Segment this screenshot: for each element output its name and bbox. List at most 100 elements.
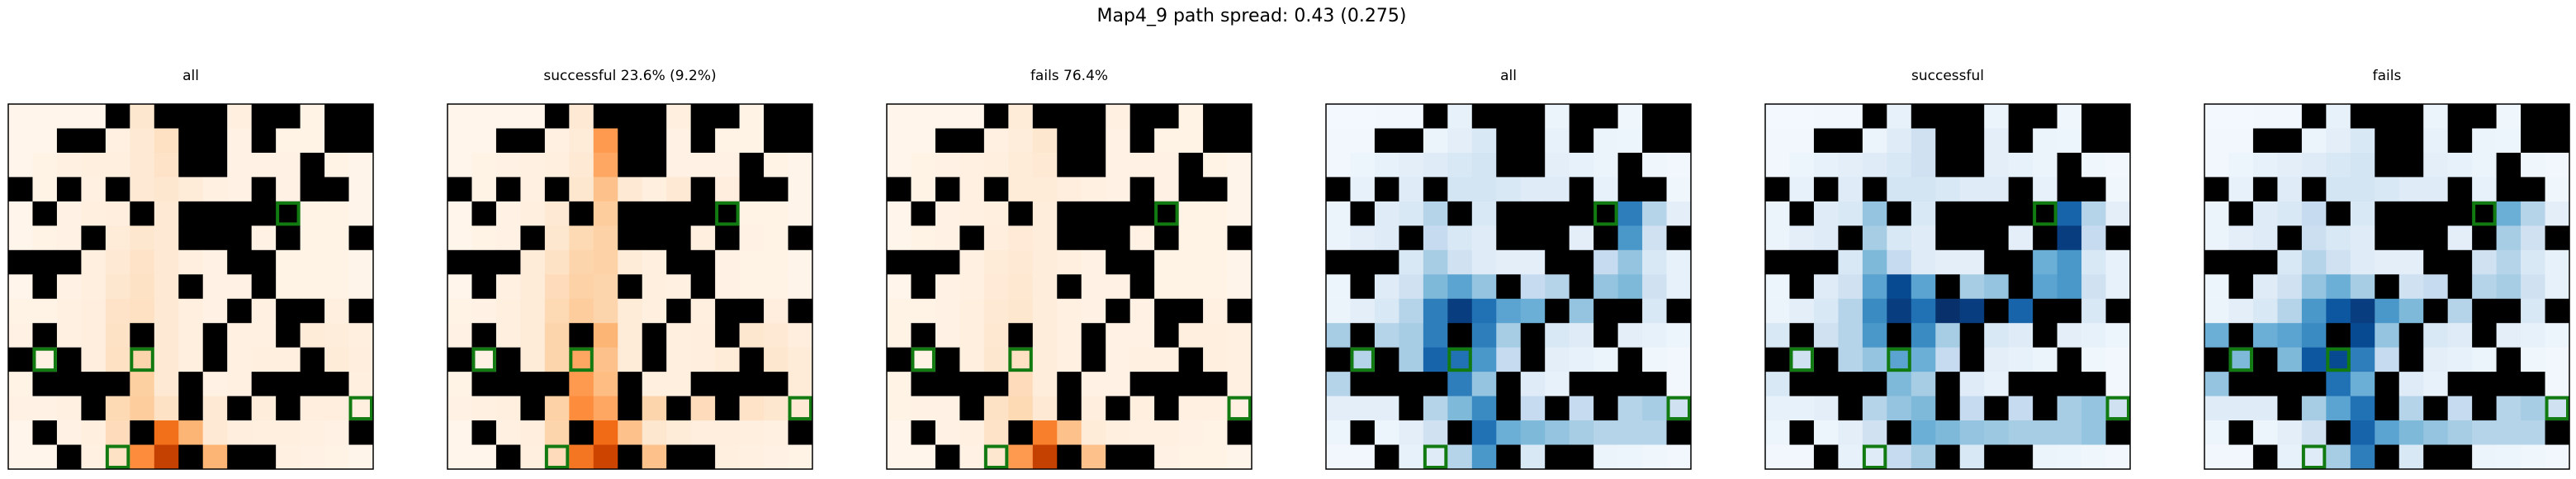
heat-cell <box>2447 225 2473 251</box>
heat-cell <box>1569 323 1594 349</box>
heat-cell <box>447 323 472 349</box>
heat-cell <box>2033 347 2057 372</box>
wall-cell <box>1642 372 1667 396</box>
wall-cell <box>1471 104 1497 129</box>
heat-cell <box>471 104 497 129</box>
heat-cell <box>2350 128 2375 154</box>
heat-cell <box>32 347 58 372</box>
goal-marker <box>1154 201 1179 226</box>
heat-cell <box>1447 298 1473 324</box>
wall-cell <box>1838 128 1863 154</box>
heat-cell <box>983 128 1009 154</box>
wall-cell <box>2057 177 2082 202</box>
heat-cell <box>1350 225 1376 251</box>
heat-cell <box>2204 225 2229 251</box>
heat-cell <box>471 152 497 178</box>
heat-cell <box>2423 128 2449 154</box>
heat-cell <box>2423 372 2449 396</box>
heat-cell <box>2496 323 2522 349</box>
heat-cell <box>2472 128 2497 154</box>
wall-cell <box>1935 274 1961 300</box>
heat-cell <box>276 347 301 372</box>
heat-cell <box>324 420 349 445</box>
heat-cell <box>2447 298 2473 324</box>
wall-cell <box>2375 274 2400 300</box>
heat-cell <box>1350 347 1376 372</box>
heat-cell <box>32 177 58 202</box>
heat-cell <box>300 274 325 300</box>
wall-cell <box>1154 372 1179 396</box>
heat-cell <box>202 177 228 202</box>
heat-cell <box>202 372 228 396</box>
heat-cell <box>202 298 228 324</box>
wall-cell <box>1496 128 1522 154</box>
wall-cell <box>1081 201 1106 226</box>
wall-cell <box>593 104 618 129</box>
heatmap-panel-3: fails 76.4% <box>886 68 1252 470</box>
heat-cell <box>1789 347 1815 372</box>
heat-cell <box>739 420 765 445</box>
heat-cell <box>983 420 1009 445</box>
wall-cell <box>56 128 82 154</box>
heat-cell <box>348 372 374 396</box>
heat-cell <box>2081 396 2106 421</box>
heat-cell <box>495 323 521 349</box>
heat-cell <box>2496 420 2522 445</box>
heat-cell <box>2350 249 2375 275</box>
heat-cell <box>593 420 618 445</box>
heat-cell <box>2301 152 2327 178</box>
heat-cell <box>2252 298 2278 324</box>
heat-cell <box>1032 347 1058 372</box>
heat-cell <box>2398 372 2424 396</box>
wall-cell <box>2423 201 2449 226</box>
wall-cell <box>1081 323 1106 349</box>
heat-cell <box>130 298 155 324</box>
heat-cell <box>1789 104 1815 129</box>
heat-cell <box>348 323 374 349</box>
heat-cell <box>544 201 570 226</box>
heat-cell <box>1545 347 1570 372</box>
heat-cell <box>2472 152 2497 178</box>
wall-cell <box>1423 177 1448 202</box>
wall-cell <box>1447 201 1473 226</box>
wall-cell <box>983 372 1009 396</box>
wall-cell <box>715 323 740 349</box>
heat-cell <box>2301 298 2327 324</box>
goal-marker <box>2301 444 2327 470</box>
heat-cell <box>2057 396 2082 421</box>
heat-cell <box>2105 347 2131 372</box>
heat-cell <box>2545 347 2570 372</box>
heat-cell <box>1959 444 1985 470</box>
heat-cell <box>2277 274 2303 300</box>
wall-cell <box>788 128 813 154</box>
heat-cell <box>2350 152 2375 178</box>
heat-cell <box>2081 249 2106 275</box>
heat-cell <box>1666 372 1692 396</box>
wall-cell <box>2008 249 2034 275</box>
wall-cell <box>2472 201 2497 226</box>
heat-cell <box>1178 249 1204 275</box>
heat-cell <box>2228 104 2254 129</box>
heat-cell <box>130 128 155 154</box>
heat-cell <box>1008 347 1034 372</box>
heat-cell <box>911 298 936 324</box>
heatmap-panel-4: all <box>1325 68 1692 470</box>
wall-cell <box>618 201 643 226</box>
heat-cell <box>1789 177 1815 202</box>
wall-cell <box>2033 201 2057 226</box>
heat-cell <box>739 104 765 129</box>
heat-cell <box>2326 104 2351 129</box>
heat-cell <box>1471 225 1497 251</box>
wall-cell <box>300 372 325 396</box>
wall-cell <box>154 104 179 129</box>
heat-cell <box>447 420 472 445</box>
heat-cell <box>1617 225 1643 251</box>
heat-cell <box>1106 152 1131 178</box>
heat-cell <box>1471 372 1497 396</box>
figure-title: Map4_9 path spread: 0.43 (0.275) <box>1097 6 1407 26</box>
wall-cell <box>300 347 325 372</box>
wall-cell <box>2398 347 2424 372</box>
wall-cell <box>1959 201 1985 226</box>
heat-cell <box>2326 274 2351 300</box>
heat-cell <box>324 347 349 372</box>
